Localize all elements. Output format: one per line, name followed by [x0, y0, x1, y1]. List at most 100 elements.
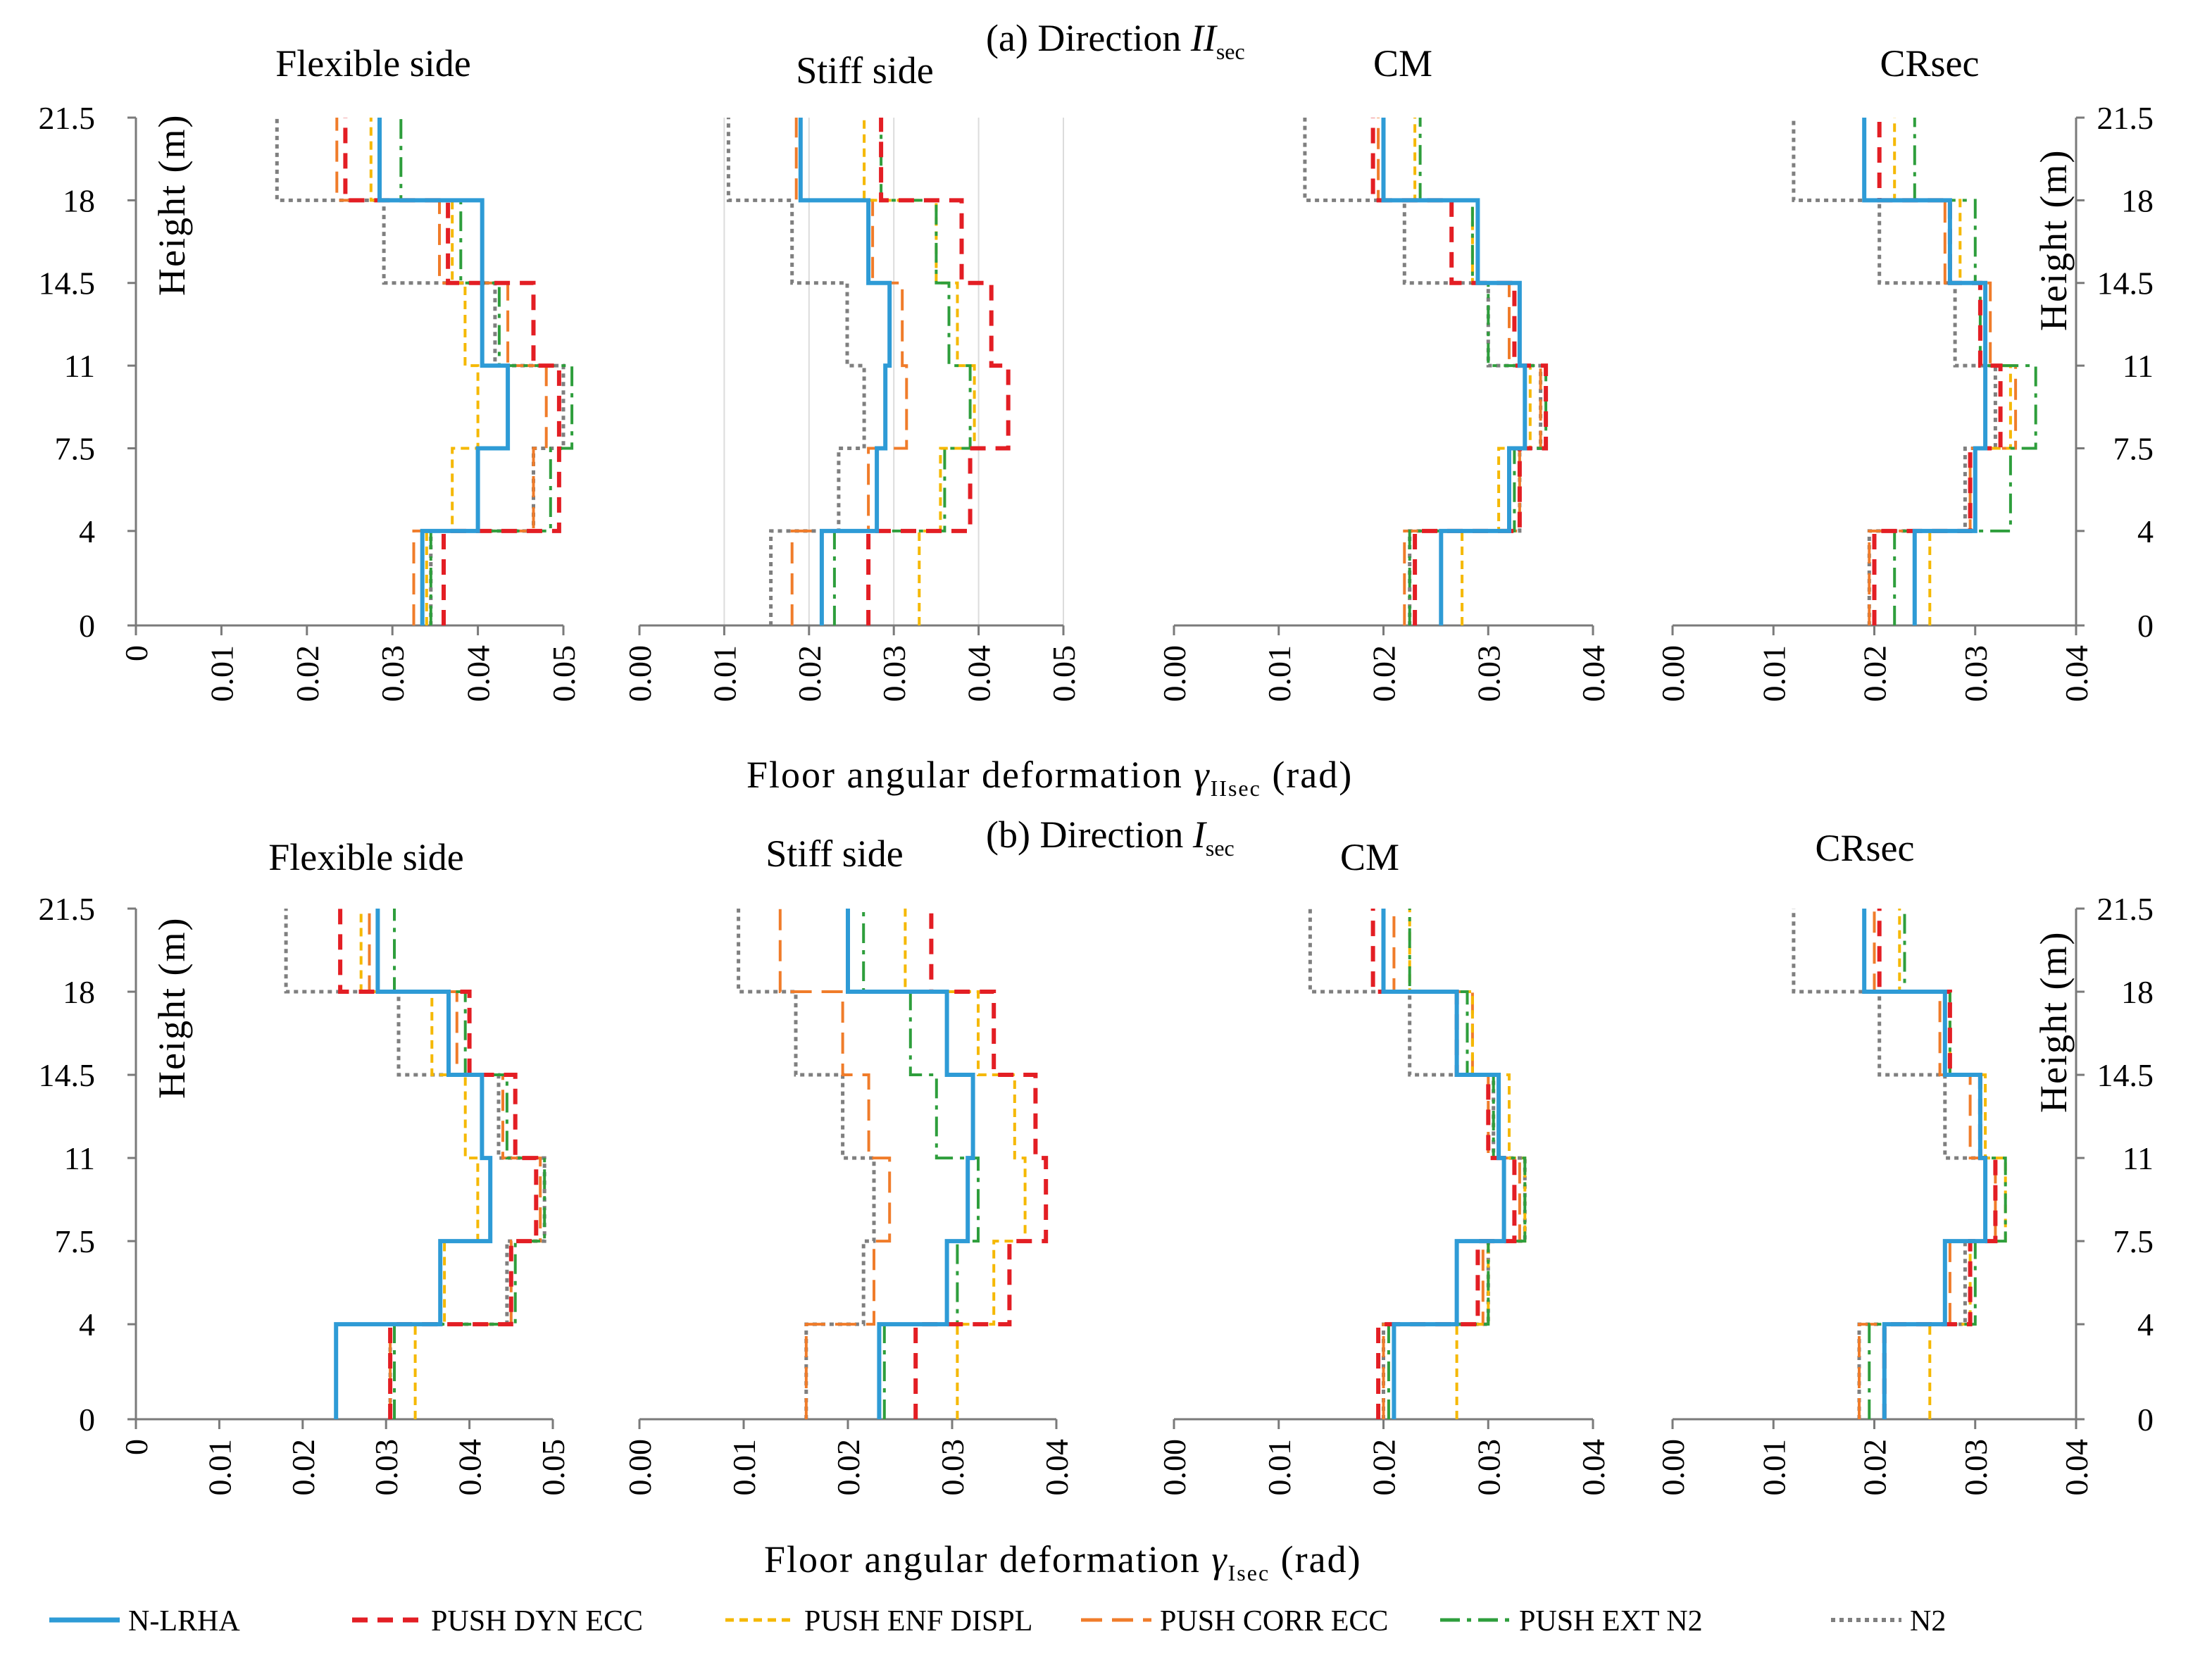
x-tick-label: 0.03 [375, 645, 411, 702]
series-line-corr [1863, 118, 2018, 625]
y-tick-label: 7.5 [2113, 430, 2154, 466]
y-tick-label: 18 [63, 182, 95, 218]
x-tick-label: 0 [118, 1439, 154, 1455]
x-tick-label: 0.03 [935, 1439, 970, 1496]
legend-label: N-LRHA [128, 1605, 240, 1638]
x-tick-label: 0.02 [1857, 1439, 1893, 1496]
x-tick-label: 0.04 [1039, 1439, 1075, 1496]
y-tick-label: 7.5 [55, 430, 96, 466]
y-axis-title-b-left: Height (m) [151, 917, 193, 1099]
x-tick-label: 0.03 [368, 1439, 404, 1496]
panel-title: CRsec [1880, 42, 1980, 85]
y-tick-label: 7.5 [55, 1223, 96, 1259]
series-line-dyn [913, 909, 1049, 1419]
x-tick-label: 0.04 [2058, 645, 2094, 702]
x-tick-label: 0.02 [1857, 645, 1893, 702]
series-line-ext [393, 909, 546, 1419]
series-line-ext [1893, 118, 2037, 625]
y-tick-label: 0 [2137, 608, 2154, 644]
series-line-nlrha [1381, 118, 1527, 625]
series-line-n2 [1792, 909, 1987, 1419]
series-line-nlrha [798, 118, 892, 625]
series-line-enf [1893, 118, 2012, 625]
x-tick-label: 0.04 [2058, 1439, 2094, 1496]
panel-title: Stiff side [766, 833, 904, 875]
legend-item-enf: PUSH ENF DISPL [725, 1605, 1032, 1638]
y-tick-label: 11 [2123, 348, 2154, 384]
legend-label: PUSH DYN ECC [431, 1605, 643, 1638]
panel-b-3: CM 0.00 0.01 0.02 0.03 0.04 [1156, 836, 1611, 1496]
legend: N-LRHA PUSH DYN ECC PUSH ENF DISPL PUSH COR… [49, 1605, 1946, 1638]
x-tick-label: 0.04 [1575, 645, 1611, 702]
y-axis-title-b-right: Height (m) [2032, 931, 2075, 1113]
panel-a-2: Stiff side 0.00 0.01 0.02 0.03 0.04 0.05 [622, 49, 1082, 702]
series-line-n2 [1308, 909, 1527, 1419]
panel-a-4: CRsec 0.00 0.01 0.02 0.03 0.04 21.5 18 14.5 11 7.5… [1655, 42, 2154, 702]
panel-title: Flexible side [275, 42, 470, 85]
x-tick-label: 0.03 [1958, 1439, 1994, 1496]
y-tick-label: 21.5 [39, 100, 96, 136]
y-tick-label: 0 [2137, 1402, 2154, 1438]
y-tick-label: 4 [79, 513, 95, 549]
x-tick-label: 0.01 [1261, 1439, 1297, 1496]
x-tick-label: 0.04 [961, 645, 997, 702]
legend-label: PUSH CORR ECC [1160, 1605, 1388, 1638]
series-line-dyn [1877, 909, 1998, 1419]
y-tick-label: 14.5 [2097, 266, 2154, 301]
x-tick-label: 0.02 [285, 1439, 321, 1496]
direction-b-title: (b) Direction Isec [986, 814, 1235, 861]
series-line-dyn [343, 118, 561, 625]
panel-a-1: Flexible side 0 0.01 0.02 0.03 0.04 0.05 21.5 18… [39, 42, 582, 702]
series-line-enf [1413, 118, 1532, 625]
x-tick-label: 0.03 [1958, 645, 1994, 702]
series-line-nlrha [846, 909, 975, 1419]
x-tick-label: 0.01 [726, 1439, 762, 1496]
series-line-nlrha [1862, 909, 1988, 1419]
x-tick-label: 0.04 [461, 645, 496, 702]
x-tick-label: 0.02 [830, 1439, 866, 1496]
x-tick-label: 0.00 [622, 645, 658, 702]
panel-title: CRsec [1816, 827, 1915, 869]
series-line-n2 [275, 118, 566, 625]
series-line-corr [1377, 118, 1542, 625]
y-tick-label: 14.5 [39, 266, 96, 301]
y-tick-label: 4 [79, 1307, 95, 1342]
y-tick-label: 21.5 [39, 891, 96, 927]
legend-label: N2 [1910, 1605, 1946, 1638]
y-tick-label: 11 [2123, 1140, 2154, 1176]
series-line-corr [778, 909, 892, 1419]
y-tick-label: 0 [79, 608, 95, 644]
x-tick-label: 0.05 [1046, 645, 1082, 702]
legend-label: PUSH ENF DISPL [804, 1605, 1032, 1638]
x-tick-label: 0.05 [535, 1439, 571, 1496]
x-tick-label: 0.00 [1655, 645, 1691, 702]
legend-item-dyn: PUSH DYN ECC [352, 1605, 643, 1638]
series-line-nlrha [334, 909, 493, 1419]
y-tick-label: 18 [63, 974, 95, 1010]
series-line-n2 [1792, 118, 1997, 625]
y-tick-label: 18 [2121, 182, 2154, 218]
panels-layer: Flexible side 0 0.01 0.02 0.03 0.04 0.05 21.5 18… [39, 42, 2154, 1496]
panel-title: Flexible side [268, 836, 463, 878]
panel-b-1: Flexible side 0 0.01 0.02 0.03 0.04 0.05 21.5 18… [39, 836, 572, 1496]
legend-item-ext: PUSH EXT N2 [1440, 1605, 1703, 1638]
x-tick-label: 0.04 [1575, 1439, 1611, 1496]
x-tick-label: 0.01 [706, 645, 742, 702]
y-tick-label: 0 [79, 1402, 95, 1438]
panel-b-4: CRsec 0.00 0.01 0.02 0.03 0.04 21.5 18 14.5 11 7.5… [1655, 827, 2154, 1496]
x-tick-label: 0.02 [792, 645, 827, 702]
y-tick-label: 4 [2137, 1307, 2154, 1342]
y-tick-label: 11 [64, 348, 95, 384]
y-tick-label: 14.5 [39, 1057, 96, 1093]
series-line-ext [832, 118, 972, 625]
panel-title: CM [1340, 836, 1399, 878]
y-tick-label: 21.5 [2097, 100, 2154, 136]
series-line-dyn [1370, 118, 1549, 625]
x-tick-label: 0.00 [1156, 645, 1192, 702]
panel-a-3: CM 0.00 0.01 0.02 0.03 0.04 [1156, 42, 1611, 702]
y-tick-label: 7.5 [2113, 1223, 2154, 1259]
legend-item-corr: PUSH CORR ECC [1081, 1605, 1388, 1638]
series-line-nlrha [377, 118, 511, 625]
x-tick-label: 0.04 [452, 1439, 488, 1496]
